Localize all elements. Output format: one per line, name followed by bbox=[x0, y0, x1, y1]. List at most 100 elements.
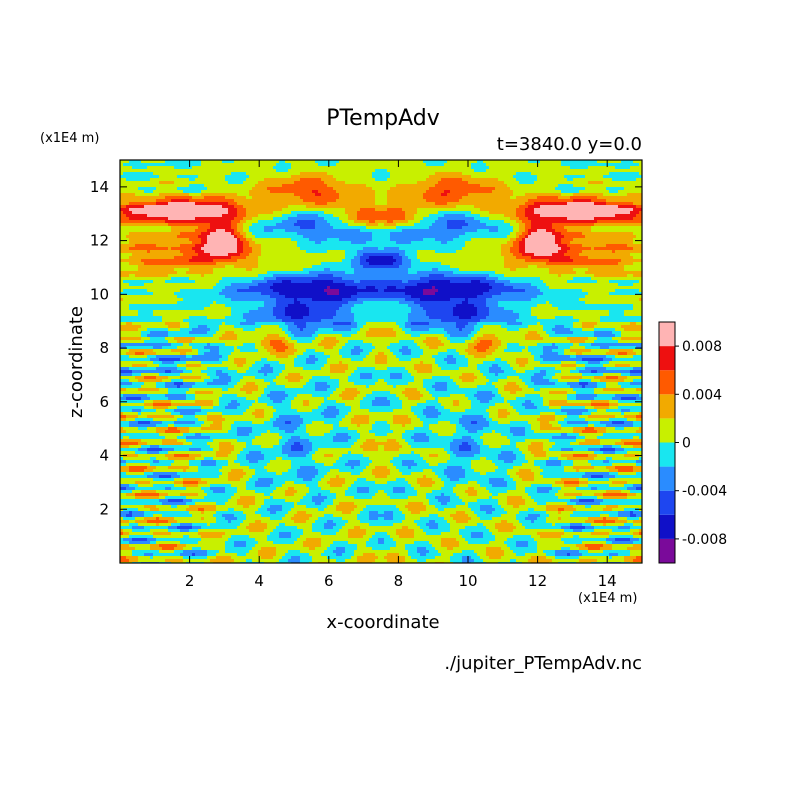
contour-cell bbox=[249, 478, 258, 481]
contour-cell bbox=[186, 439, 213, 442]
contour-cell bbox=[504, 259, 525, 262]
contour-cell bbox=[270, 352, 294, 355]
contour-cell bbox=[126, 514, 132, 517]
contour-cell bbox=[222, 394, 237, 397]
contour-cell bbox=[279, 433, 309, 436]
contour-cell bbox=[354, 316, 408, 319]
contour-cell bbox=[432, 355, 447, 358]
contour-cell bbox=[378, 490, 384, 493]
contour-cell bbox=[450, 454, 456, 457]
contour-cell bbox=[342, 511, 351, 514]
contour-cell bbox=[375, 178, 387, 181]
contour-cell bbox=[195, 280, 219, 283]
contour-cell bbox=[246, 361, 255, 364]
contour-cell bbox=[300, 178, 321, 181]
contour-cell bbox=[255, 235, 303, 238]
contour-cell bbox=[510, 559, 516, 562]
contour-cell bbox=[255, 184, 282, 187]
contour-cell bbox=[270, 484, 282, 487]
contour-cell bbox=[243, 247, 252, 250]
contour-cell bbox=[225, 265, 234, 268]
contour-cell bbox=[300, 436, 333, 439]
contour-cell bbox=[285, 160, 315, 163]
contour-cell bbox=[171, 487, 186, 490]
contour-cell bbox=[285, 514, 294, 517]
contour-cell bbox=[567, 382, 579, 385]
contour-cell bbox=[183, 478, 201, 481]
contour-cell bbox=[339, 292, 357, 295]
contour-cell bbox=[567, 421, 588, 424]
contour-cell bbox=[399, 349, 411, 352]
contour-cell bbox=[387, 202, 435, 205]
contour-cell bbox=[408, 397, 420, 400]
contour-cell bbox=[516, 484, 531, 487]
contour-cell bbox=[552, 424, 561, 427]
contour-cell bbox=[219, 400, 231, 403]
contour-cell bbox=[570, 340, 585, 343]
contour-cell bbox=[306, 520, 315, 523]
contour-cell bbox=[492, 430, 495, 433]
contour-cell bbox=[408, 280, 429, 283]
contour-cell bbox=[321, 241, 351, 244]
contour-cell bbox=[447, 460, 471, 463]
contour-cell bbox=[204, 496, 231, 499]
contour-cell bbox=[612, 178, 636, 181]
contour-cell bbox=[426, 343, 444, 346]
contour-cell bbox=[216, 517, 225, 520]
contour-cell bbox=[135, 352, 144, 355]
contour-cell bbox=[294, 334, 312, 337]
contour-cell bbox=[153, 418, 177, 421]
contour-cell bbox=[231, 451, 240, 454]
contour-cell bbox=[210, 484, 231, 487]
contour-cell bbox=[531, 535, 540, 538]
contour-cell bbox=[231, 424, 273, 427]
contour-cell bbox=[477, 331, 528, 334]
contour-cell bbox=[282, 436, 291, 439]
contour-cell bbox=[417, 271, 453, 274]
contour-cell bbox=[624, 268, 642, 271]
contour-cell bbox=[219, 337, 237, 340]
contour-cell bbox=[498, 301, 546, 304]
contour-cell bbox=[195, 229, 207, 232]
contour-cell bbox=[444, 517, 453, 520]
contour-cell bbox=[216, 229, 225, 232]
contour-cell bbox=[333, 187, 372, 190]
contour-cell bbox=[435, 202, 447, 205]
contour-cell bbox=[633, 256, 642, 259]
contour-cell bbox=[432, 385, 447, 388]
contour-cell bbox=[147, 448, 162, 451]
contour-cell bbox=[237, 400, 255, 403]
contour-cell bbox=[579, 499, 594, 502]
contour-cell bbox=[303, 376, 312, 379]
contour-cell bbox=[426, 523, 438, 526]
contour-cell bbox=[543, 445, 552, 448]
contour-cell bbox=[405, 211, 417, 214]
contour-cell bbox=[120, 343, 171, 346]
contour-cell bbox=[525, 370, 540, 373]
contour-cell bbox=[366, 541, 378, 544]
contour-cell bbox=[375, 382, 387, 385]
contour-cell bbox=[327, 250, 345, 253]
contour-cell bbox=[237, 214, 246, 217]
contour-cell bbox=[138, 523, 156, 526]
contour-cell bbox=[372, 349, 390, 352]
contour-cell bbox=[243, 223, 252, 226]
contour-cell bbox=[363, 442, 399, 445]
contour-cell bbox=[141, 259, 189, 262]
contour-cell bbox=[489, 379, 498, 382]
contour-cell bbox=[132, 373, 141, 376]
contour-cell bbox=[156, 187, 177, 190]
contour-cell bbox=[594, 406, 609, 409]
contour-cell bbox=[486, 376, 507, 379]
contour-cell bbox=[153, 403, 171, 406]
contour-cell bbox=[516, 178, 537, 181]
contour-cell bbox=[495, 430, 510, 433]
contour-cell bbox=[303, 421, 312, 424]
contour-cell bbox=[171, 343, 183, 346]
contour-cell bbox=[591, 412, 621, 415]
contour-cell bbox=[390, 349, 399, 352]
contour-cell bbox=[171, 523, 180, 526]
contour-cell bbox=[213, 448, 219, 451]
contour-cell bbox=[348, 520, 360, 523]
contour-cell bbox=[120, 436, 123, 439]
